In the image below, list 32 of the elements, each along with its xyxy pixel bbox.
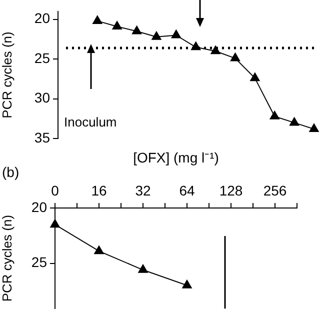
text: (b) bbox=[2, 164, 20, 180]
x-tick-label: 16 bbox=[91, 182, 107, 198]
x-tick-label: 0 bbox=[51, 182, 60, 198]
point bbox=[210, 46, 220, 54]
y-tick-label: 20 bbox=[34, 10, 50, 26]
point bbox=[92, 15, 102, 24]
point bbox=[309, 124, 319, 132]
point bbox=[171, 30, 181, 38]
x-tick-label: 32 bbox=[135, 182, 151, 198]
point bbox=[250, 72, 260, 82]
x-tick-label: 256 bbox=[263, 182, 287, 198]
y-tick-label: 25 bbox=[31, 254, 48, 270]
x-axis-title: [OFX] (mg l⁻¹) bbox=[133, 149, 219, 166]
x-tick-label: 64 bbox=[179, 182, 195, 198]
point bbox=[94, 246, 104, 254]
point bbox=[270, 110, 280, 120]
point bbox=[50, 219, 60, 228]
point bbox=[182, 280, 192, 288]
point bbox=[132, 26, 142, 34]
y-tick-label: 25 bbox=[34, 50, 50, 66]
point bbox=[230, 52, 240, 62]
y-tick-label: 35 bbox=[34, 129, 50, 146]
point bbox=[289, 117, 300, 126]
y-tick-label: 30 bbox=[34, 90, 50, 106]
y-axis-title: PCR cycles (n) bbox=[0, 32, 14, 118]
point bbox=[152, 31, 162, 40]
y-axis-title: PCR cycles (n) bbox=[0, 214, 14, 302]
ref-line-label: Inoculum bbox=[64, 114, 117, 130]
point bbox=[138, 264, 148, 273]
x-tick-label: 128 bbox=[219, 182, 243, 198]
point bbox=[112, 21, 122, 30]
y-tick-label: 20 bbox=[31, 198, 48, 215]
